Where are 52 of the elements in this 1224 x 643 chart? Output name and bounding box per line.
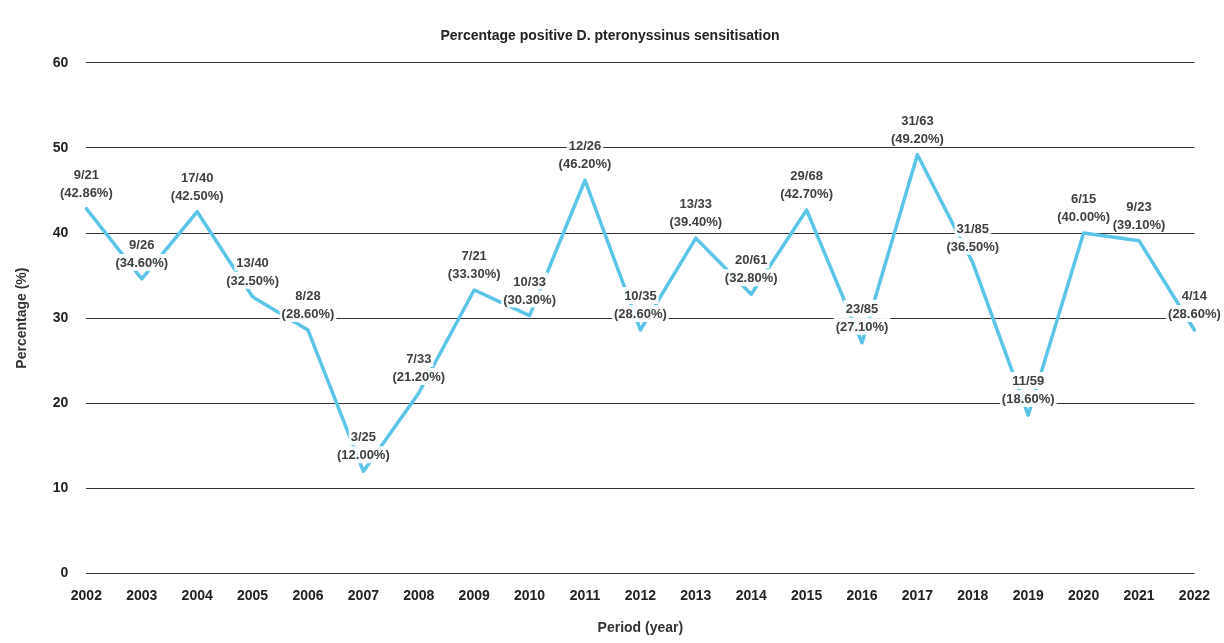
x-tick-label: 2011 (569, 586, 601, 603)
y-tick-label: 20 (52, 394, 69, 411)
data-label: 11/59 (18.60%) (1001, 373, 1055, 407)
x-tick-label: 2013 (680, 586, 712, 603)
data-label: 17/40 (42.50%) (170, 169, 224, 203)
x-tick-label: 2016 (846, 586, 878, 603)
data-label: 9/23 (39.10%) (1112, 198, 1166, 232)
data-label: 13/33 (39.40%) (669, 196, 723, 230)
x-tick-label: 2022 (1178, 586, 1211, 603)
x-tick-label: 2010 (514, 586, 546, 603)
x-tick-label: 2003 (126, 586, 158, 603)
x-tick-label: 2018 (957, 586, 989, 603)
data-label: 8/28 (28.60%) (281, 288, 335, 322)
x-tick-label: 2020 (1068, 586, 1100, 603)
x-tick-label: 2017 (901, 586, 934, 603)
data-label: 10/35 (28.60%) (614, 288, 667, 322)
x-tick-label: 2005 (237, 586, 269, 603)
x-tick-label: 2021 (1123, 586, 1155, 603)
data-label: 3/25 (12.00%) (337, 429, 390, 463)
data-label: 9/21 (42.86%) (60, 166, 113, 200)
data-label: 7/21 (33.30%) (447, 248, 501, 282)
x-tick-label: 2014 (735, 586, 767, 603)
x-tick-label: 2007 (347, 586, 380, 603)
y-tick-label: 50 (52, 138, 69, 155)
data-label: 23/85 (27.10%) (835, 300, 889, 334)
y-tick-label: 0 (60, 564, 69, 581)
data-label: 20/61 (32.80%) (724, 252, 778, 286)
data-label: 12/26 (46.20%) (558, 138, 612, 172)
data-label: 4/14 (28.60%) (1168, 288, 1221, 322)
data-label: 7/33 (21.20%) (392, 350, 446, 384)
x-tick-label: 2012 (624, 586, 657, 603)
data-label: 6/15 (40.00%) (1057, 191, 1110, 224)
data-label: 9/26 (34.60%) (115, 236, 169, 270)
x-tick-label: 2004 (181, 586, 213, 603)
y-tick-label: 30 (52, 308, 69, 325)
x-tick-label: 2019 (1012, 586, 1044, 603)
y-axis-title: Percentage (%) (13, 267, 30, 369)
x-tick-label: 2002 (70, 586, 103, 603)
data-label: 29/68 (42.70%) (780, 168, 833, 202)
x-tick-label: 2008 (403, 586, 435, 603)
data-label: 31/63 (49.20%) (891, 112, 944, 146)
y-tick-label: 10 (52, 479, 69, 496)
data-label: 10/33 (30.30%) (503, 273, 556, 307)
data-label: 13/40 (32.50%) (226, 254, 279, 288)
y-tick-label: 60 (52, 53, 69, 70)
data-label: 31/85 (36.50%) (946, 220, 1000, 254)
x-tick-label: 2006 (292, 586, 324, 603)
chart-title: Percentage positive D. pteronyssinus sensitisation (440, 27, 780, 44)
x-tick-label: 2015 (791, 586, 823, 603)
x-axis-title: Period (year) (597, 619, 684, 636)
x-tick-label: 2009 (458, 586, 490, 603)
y-tick-label: 40 (52, 223, 69, 240)
